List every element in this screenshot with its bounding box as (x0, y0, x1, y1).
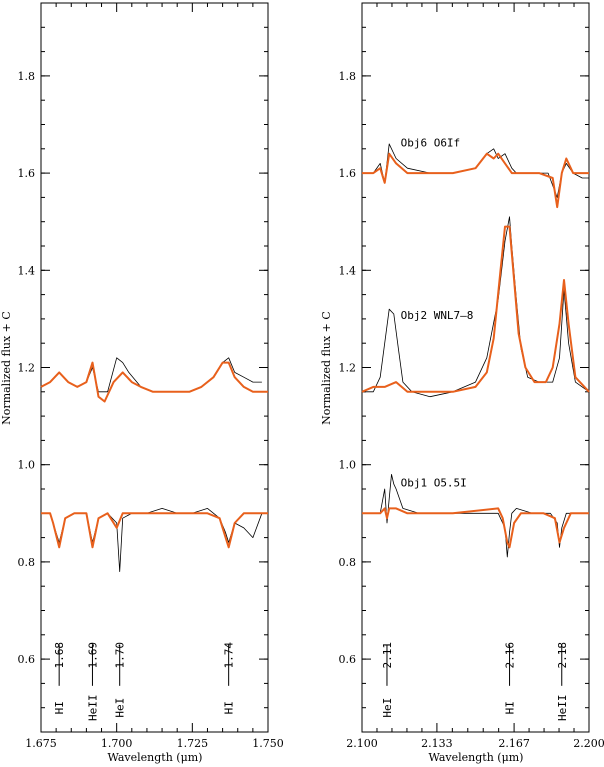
right-y-tick-label: 0.8 (339, 556, 357, 569)
left-marker-ion: HI (53, 701, 66, 714)
right-marker-ion: HI (504, 701, 517, 714)
right-marker-ion: HeI (381, 698, 394, 718)
left-panel: 0.6 0.8 1.0 1.2 1.4 1.6 1.8 1.675 1.700 1.725 1.75… (0, 2, 284, 764)
right-ticks: 0.6 0.8 1.0 1.2 1.4 1.6 1.8 2.100 2.133 2.167 2.20… (339, 3, 604, 750)
left-line-markers: HI 1.68 HeII 1.69 HeI 1.70 HI 1.74 (53, 642, 235, 721)
left-x-tick-label: 1.675 (25, 737, 57, 750)
left-y-tick-label: 0.8 (18, 556, 36, 569)
left-y-tick-label: 1.0 (18, 459, 36, 472)
right-series (361, 143, 590, 558)
right-series-5-model (362, 507, 589, 549)
left-y-tick-label: 1.8 (18, 70, 36, 83)
left-y-axis-title: Normalized flux + C (0, 311, 13, 425)
left-y-tick-label: 1.4 (18, 264, 36, 277)
left-marker-wavelength: 1.74 (223, 642, 236, 669)
right-marker-wavelength: 2.16 (504, 642, 517, 669)
left-plot-frame (40, 2, 269, 733)
right-x-tick-label: 2.200 (573, 737, 604, 750)
left-y-tick-label: 1.6 (18, 167, 36, 180)
right-object-label: Obj2 WNL7–8 (401, 309, 474, 322)
right-x-tick-label: 2.133 (421, 737, 453, 750)
right-marker-ion: HeII (556, 694, 569, 721)
left-x-tick-label: 1.750 (252, 737, 284, 750)
right-line-markers: HeI 2.11 HI 2.16 HeII 2.18 (381, 642, 569, 721)
left-x-axis-title: Wavelength (μm) (108, 751, 203, 764)
right-y-tick-label: 1.8 (339, 70, 357, 83)
right-series-4-observed (362, 473, 589, 558)
right-object-label: Obj1 O5.5I (401, 477, 467, 490)
right-marker-wavelength: 2.11 (381, 642, 394, 669)
left-ticks: 0.6 0.8 1.0 1.2 1.4 1.6 1.8 1.675 1.700 1.725 1.75… (18, 3, 284, 750)
left-series (40, 357, 268, 572)
right-y-axis-title: Normalized flux + C (320, 311, 333, 425)
right-y-tick-label: 1.2 (339, 362, 357, 375)
left-y-tick-label: 1.2 (18, 362, 36, 375)
right-y-tick-label: 1.4 (339, 264, 357, 277)
right-x-tick-label: 2.167 (498, 737, 530, 750)
right-y-tick-label: 1.6 (339, 167, 357, 180)
right-panel: 0.6 0.8 1.0 1.2 1.4 1.6 1.8 2.100 2.133 2.167 2.20… (320, 2, 604, 764)
right-series-2-observed (362, 216, 590, 398)
left-x-tick-label: 1.700 (101, 737, 133, 750)
right-series-3-model (361, 225, 590, 393)
left-marker-wavelength: 1.69 (86, 642, 99, 669)
left-marker-wavelength: 1.70 (114, 642, 127, 669)
right-x-tick-label: 2.100 (346, 737, 378, 750)
left-marker-ion: HeI (114, 698, 127, 718)
left-series-3-model (41, 512, 268, 549)
right-annotations: Obj6 O6If Obj2 WNL7–8 Obj1 O5.5I (401, 136, 474, 489)
left-y-tick-label: 0.6 (18, 653, 36, 666)
right-marker-wavelength: 2.18 (556, 642, 569, 669)
right-plot-frame (361, 2, 590, 733)
left-series-1-model (40, 361, 268, 403)
left-marker-wavelength: 1.68 (53, 642, 66, 669)
right-series-1-model (362, 152, 589, 209)
right-x-axis-title: Wavelength (μm) (429, 751, 524, 764)
right-object-label: Obj6 O6If (401, 136, 461, 149)
right-y-tick-label: 0.6 (339, 653, 357, 666)
left-marker-ion: HeII (86, 694, 99, 721)
right-y-tick-label: 1.0 (339, 459, 357, 472)
left-series-2-observed (41, 507, 263, 572)
left-marker-ion: HI (223, 701, 236, 714)
left-x-tick-label: 1.725 (177, 737, 209, 750)
